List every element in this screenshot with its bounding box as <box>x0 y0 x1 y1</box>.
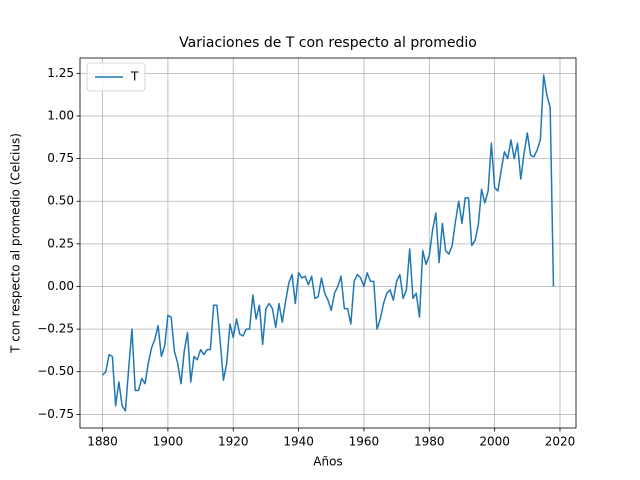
x-tick-label: 1880 <box>87 435 118 449</box>
x-axis-label: Años <box>313 455 342 469</box>
x-tick-label: 1900 <box>153 435 184 449</box>
y-tick-label: 0.75 <box>47 151 74 165</box>
x-tick-label: 1920 <box>218 435 249 449</box>
x-tick-label: 1980 <box>414 435 445 449</box>
y-tick-label: 0.50 <box>47 194 74 208</box>
y-tick-label: 1.25 <box>47 66 74 80</box>
legend-label: T <box>130 70 139 84</box>
plot-frame <box>79 57 577 429</box>
x-tick-label: 1960 <box>349 435 380 449</box>
x-tick-label: 2000 <box>479 435 510 449</box>
y-tick-label: 1.00 <box>47 108 74 122</box>
y-tick-label: −0.75 <box>37 407 74 421</box>
chart-title: Variaciones de T con respecto al promedi… <box>179 35 477 51</box>
y-tick-label: 0.25 <box>47 236 74 250</box>
y-tick-label: 0.00 <box>47 279 74 293</box>
x-tick-label: 2020 <box>545 435 576 449</box>
data-line <box>102 74 555 412</box>
x-tick-label: 1940 <box>283 435 314 449</box>
y-axis-label: T con respecto al promedio (Celcius) <box>9 133 23 354</box>
y-tick-label: −0.50 <box>37 364 74 378</box>
y-tick-label: −0.25 <box>37 322 74 336</box>
